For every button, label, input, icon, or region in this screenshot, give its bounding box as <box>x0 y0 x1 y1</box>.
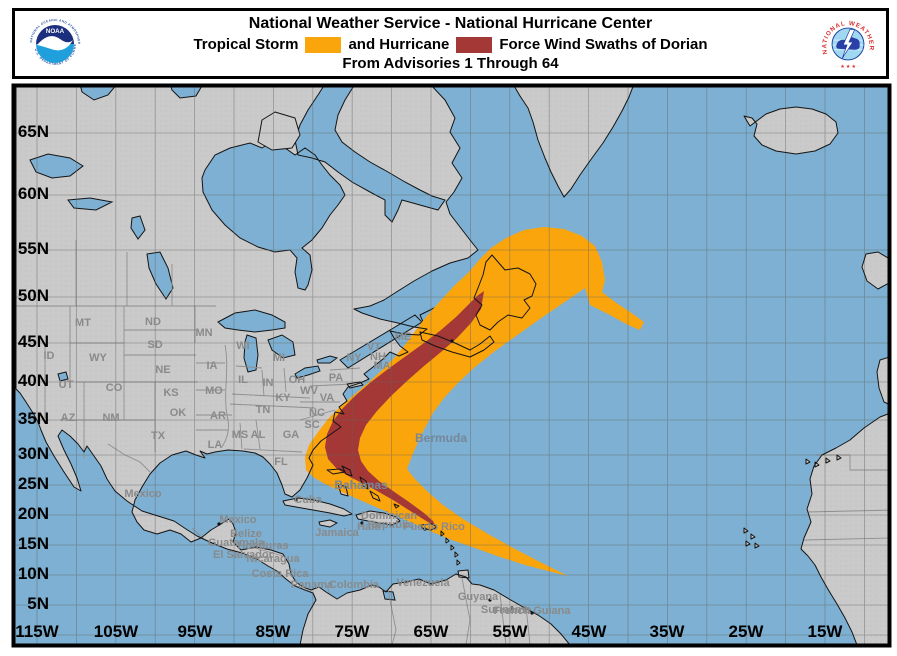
legend-suffix-label: Force Wind Swaths of Dorian <box>499 36 708 53</box>
header-panel: NATIONAL OCEANIC AND ATMOSPHERIC ADMINIS… <box>12 8 889 79</box>
map-frame <box>11 83 892 648</box>
legend-tropical-storm-label: Tropical Storm <box>193 36 299 53</box>
page-title: National Weather Service - National Hurr… <box>248 15 653 32</box>
nws-stars: · ★ ★ ★ · <box>837 64 859 70</box>
city-dots <box>217 339 534 615</box>
noaa-wordmark: NOAA <box>46 28 65 35</box>
tropical-storm-color-swatch <box>305 36 342 53</box>
header-titles: National Weather Service - National Hurr… <box>95 11 806 76</box>
legend-line: Tropical Storm and Hurricane Force Wind … <box>95 36 806 53</box>
noaa-logo: NATIONAL OCEANIC AND ATMOSPHERIC ADMINIS… <box>27 16 82 71</box>
hurricane-color-swatch <box>456 36 493 53</box>
nws-logo: NATIONAL WEATHER SERVICE · ★ ★ ★ · <box>820 16 876 72</box>
advisories-subtitle: From Advisories 1 Through 64 <box>342 55 559 72</box>
legend-hurricane-label: and Hurricane <box>348 36 450 53</box>
